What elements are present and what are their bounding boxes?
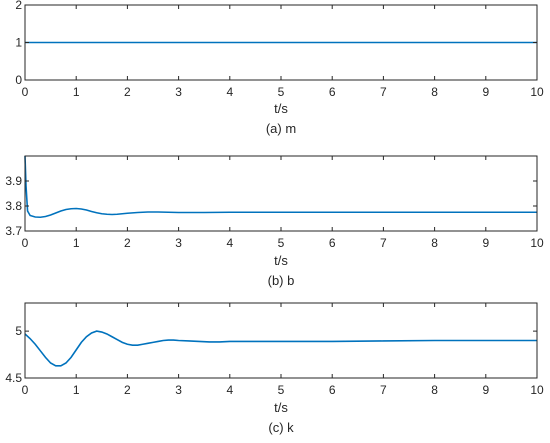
y-tick-label: 0 bbox=[15, 73, 22, 87]
x-tick-label: 0 bbox=[22, 85, 29, 99]
subplot-2: 0 1 2 3 4 5 6 7 8 9 10 3.7 3.8 3.9 t/s (b) b bbox=[5, 155, 544, 288]
x-tick-label: 3 bbox=[175, 236, 182, 250]
series-line-3-1 bbox=[24, 330, 537, 367]
subplot-1: 0 1 2 3 4 5 6 7 8 9 10 0 1 2 t/s (a) m bbox=[15, 0, 544, 136]
x-tick-label: 5 bbox=[278, 236, 285, 250]
x-tick-label: 6 bbox=[329, 383, 336, 397]
x-tick-label: 4 bbox=[226, 383, 233, 397]
x-axis-label: t/s bbox=[274, 101, 288, 116]
x-tick-label: 1 bbox=[73, 236, 80, 250]
axes-box bbox=[24, 155, 538, 232]
x-tick-label: 2 bbox=[124, 85, 131, 99]
x-tick-label: 3 bbox=[175, 85, 182, 99]
x-axis-label: t/s bbox=[274, 400, 288, 415]
x-tick-label: 2 bbox=[124, 236, 131, 250]
y-tick-label: 3.8 bbox=[5, 199, 22, 213]
x-tick-label: 6 bbox=[329, 236, 336, 250]
x-tick-label: 5 bbox=[278, 383, 285, 397]
x-tick-label: 8 bbox=[431, 236, 438, 250]
x-tick-label: 0 bbox=[22, 383, 29, 397]
x-tick-label: 10 bbox=[530, 236, 544, 250]
y-tick-label: 2 bbox=[15, 0, 22, 12]
x-tick-label: 5 bbox=[278, 85, 285, 99]
x-axis-label: t/s bbox=[274, 253, 288, 268]
x-tick-label: 8 bbox=[431, 383, 438, 397]
subplot-caption: (a) m bbox=[266, 121, 296, 136]
series-line-2-1 bbox=[24, 155, 537, 219]
subplot-caption: (c) k bbox=[268, 420, 294, 435]
x-tick-label: 7 bbox=[380, 85, 387, 99]
x-tick-label: 6 bbox=[329, 85, 336, 99]
x-tick-label: 8 bbox=[431, 85, 438, 99]
subplot-caption: (b) b bbox=[268, 273, 295, 288]
x-tick-label: 0 bbox=[22, 236, 29, 250]
x-tick-label: 4 bbox=[226, 85, 233, 99]
y-tick-label: 5 bbox=[15, 324, 22, 338]
x-tick-label: 3 bbox=[175, 383, 182, 397]
subplot-3: 0 1 2 3 4 5 6 7 8 9 10 4.5 5 t/s (c) k bbox=[5, 302, 544, 435]
x-tick-label: 4 bbox=[226, 236, 233, 250]
y-tick-label: 3.7 bbox=[5, 224, 22, 238]
x-tick-label: 9 bbox=[482, 383, 489, 397]
x-tick-label: 7 bbox=[380, 236, 387, 250]
x-tick-label: 10 bbox=[530, 383, 544, 397]
x-tick-label: 1 bbox=[73, 383, 80, 397]
x-tick-label: 2 bbox=[124, 383, 131, 397]
y-tick-label: 1 bbox=[15, 36, 22, 50]
x-tick-label: 9 bbox=[482, 85, 489, 99]
y-tick-label: 3.9 bbox=[5, 174, 22, 188]
x-tick-label: 1 bbox=[73, 85, 80, 99]
x-tick-label: 9 bbox=[482, 236, 489, 250]
y-tick-label: 4.5 bbox=[5, 371, 22, 385]
x-tick-label: 10 bbox=[530, 85, 544, 99]
x-tick-label: 7 bbox=[380, 383, 387, 397]
